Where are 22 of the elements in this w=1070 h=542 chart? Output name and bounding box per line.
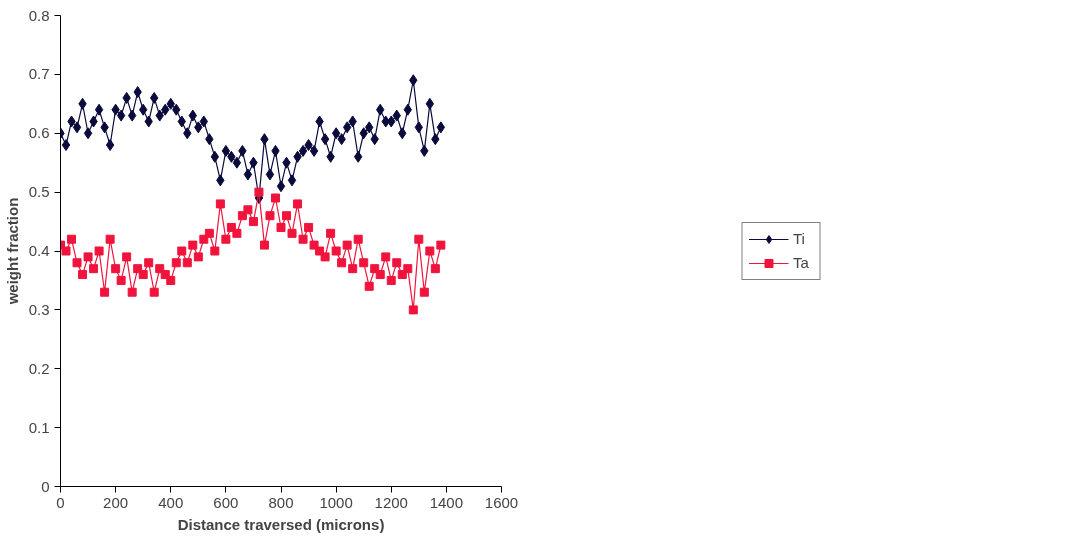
y-tick-label: 0.6 [28, 124, 50, 142]
x-tick-label: 200 [103, 493, 129, 511]
x-tick-label: 400 [158, 493, 184, 511]
x-tick-label: 1000 [319, 493, 353, 511]
y-tick-label: 0.4 [28, 242, 50, 259]
x-tick-label: 1400 [429, 493, 464, 511]
x-tick-label: 800 [268, 493, 294, 511]
x-tick-label: 1200 [374, 493, 408, 511]
legend-label: Ti [793, 230, 806, 247]
x-tick-label: 600 [213, 493, 239, 511]
x-tick-label: 0 [56, 493, 65, 511]
y-tick-label: 0.7 [28, 65, 50, 83]
y-tick-label: 0.3 [28, 300, 50, 318]
y-tick-label: 0.5 [28, 183, 50, 201]
legend-label: Ta [793, 254, 810, 271]
y-tick-label: 0.2 [28, 359, 50, 377]
y-tick-label: 0.1 [28, 418, 50, 436]
x-tick-label: 1600 [484, 493, 519, 511]
y-tick-label: 0.8 [28, 6, 50, 24]
x-axis-title: Distance traversed (microns) [177, 515, 385, 533]
y-axis-title: weight fraction [3, 197, 21, 306]
y-tick-label: 0 [41, 477, 50, 495]
